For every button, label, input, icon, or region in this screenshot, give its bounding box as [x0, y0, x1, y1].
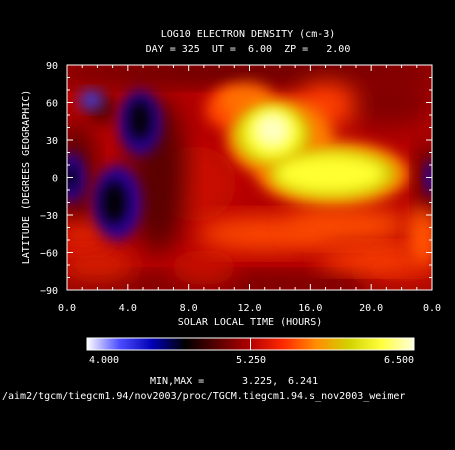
chart-title: LOG10 ELECTRON DENSITY (cm-3)	[161, 29, 336, 40]
colorbar-tick-label: 6.500	[384, 355, 414, 366]
heatmap-orange-band	[317, 246, 425, 272]
colorbar-tick-label: 5.250	[236, 355, 266, 366]
heatmap-blue-hole	[79, 90, 104, 110]
y-axis-label: LATITUDE (DEGREES GEOGRAPHIC)	[21, 90, 32, 265]
y-tick-label: −60	[40, 249, 58, 260]
x-axis-label: SOLAR LOCAL TIME (HOURS)	[178, 317, 323, 328]
heatmap-red-band	[67, 250, 136, 280]
y-tick-label: 30	[46, 136, 58, 147]
heatmap-red-band	[170, 250, 238, 285]
x-tick-label: 0.0	[423, 303, 441, 314]
max-value: 6.241	[288, 376, 318, 387]
x-tick-label: 12.0	[237, 303, 261, 314]
heatmap-northern-cap	[67, 65, 432, 85]
colorbar-tick-label: 4.000	[89, 355, 119, 366]
x-tick-label: 4.0	[119, 303, 137, 314]
y-tick-label: −30	[40, 211, 58, 222]
heatmap-black-core	[101, 180, 128, 225]
heatmap-orange-band	[407, 202, 432, 265]
x-tick-label: 16.0	[298, 303, 322, 314]
colorbar-tick-labels: 4.000 5.250 6.500	[89, 355, 414, 366]
axis-ticks	[66, 64, 433, 291]
min-max-label: MIN,MAX =	[150, 376, 204, 387]
y-tick-label: 0	[52, 174, 58, 185]
heatmap-bright-core	[254, 112, 291, 148]
heatmap-yellow-core	[275, 155, 385, 193]
x-tick-label: 8.0	[180, 303, 198, 314]
heatmap-field	[67, 65, 432, 290]
x-tick-label: 0.0	[58, 303, 76, 314]
heatmap-southern-cap	[67, 273, 432, 290]
y-tick-label: 60	[46, 99, 58, 110]
y-tick-label: −90	[40, 286, 58, 297]
y-tick-label: 90	[46, 61, 58, 72]
chart-subtitle: DAY = 325 UT = 6.00 ZP = 2.00	[146, 44, 351, 55]
file-path-footer: /aim2/tgcm/tiegcm1.94/nov2003/proc/TGCM.…	[2, 391, 405, 402]
x-tick-labels: 0.0 4.0 8.0 12.0 16.0 20.0 0.0	[58, 303, 441, 314]
heatmap-orange-band	[287, 207, 410, 243]
x-tick-label: 20.0	[359, 303, 383, 314]
min-value: 3.225,	[242, 376, 278, 387]
heatmap-black-core	[128, 98, 152, 142]
y-tick-labels: 90 60 30 0 −30 −60 −90	[40, 61, 58, 297]
heatmap-dark-patch	[337, 72, 432, 128]
